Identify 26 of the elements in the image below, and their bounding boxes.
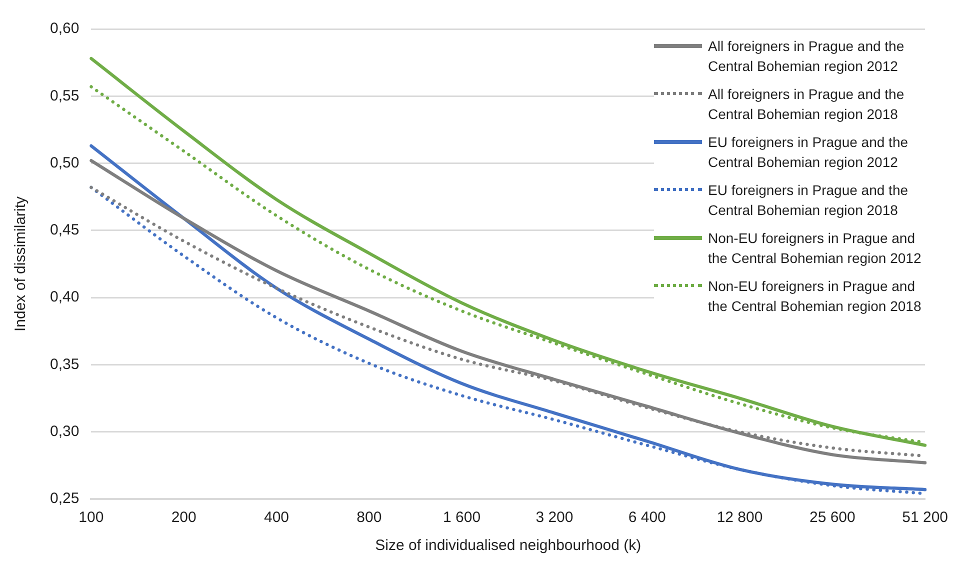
x-tick-label: 12 800 bbox=[716, 509, 763, 526]
x-tick-label: 800 bbox=[356, 509, 382, 526]
y-tick-label: 0,60 bbox=[50, 20, 80, 38]
x-tick-label: 200 bbox=[171, 509, 196, 526]
x-axis-title: Size of individualised neighbourhood (k) bbox=[375, 537, 642, 554]
y-axis-title: Index of dissimilarity bbox=[12, 196, 30, 332]
y-tick-label: 0,55 bbox=[50, 87, 80, 104]
y-tick-label: 0,40 bbox=[50, 288, 80, 306]
y-tick-label: 0,45 bbox=[50, 222, 80, 239]
legend-label: Non-EU foreigners in Prague and the Central Bohemian region 2018 bbox=[708, 277, 922, 316]
x-tick-label: 51 200 bbox=[902, 509, 948, 526]
y-tick-label: 0,25 bbox=[50, 490, 80, 508]
legend-label: EU foreigners in Prague and the Central Bohemian region 2018 bbox=[708, 181, 910, 220]
legend-label: All foreigners in Prague and the Central Bohemian region 2018 bbox=[708, 85, 906, 124]
y-tick-label: 0,30 bbox=[50, 423, 80, 440]
legend-label: All foreigners in Prague and the Central Bohemian region 2012 bbox=[708, 37, 906, 76]
x-tick-label: 1 600 bbox=[443, 509, 481, 526]
x-tick-label: 100 bbox=[78, 509, 104, 526]
x-tick-label: 25 600 bbox=[809, 509, 856, 526]
legend-label: EU foreigners in Prague and the Central Bohemian region 2012 bbox=[708, 133, 910, 172]
x-tick-label: 6 400 bbox=[628, 509, 666, 526]
legend-label: Non-EU foreigners in Prague and the Central Bohemian region 2012 bbox=[708, 229, 922, 268]
x-tick-label: 3 200 bbox=[536, 509, 574, 526]
y-tick-label: 0,35 bbox=[50, 356, 80, 373]
x-tick-label: 400 bbox=[264, 509, 290, 526]
y-tick-label: 0,50 bbox=[50, 154, 80, 172]
